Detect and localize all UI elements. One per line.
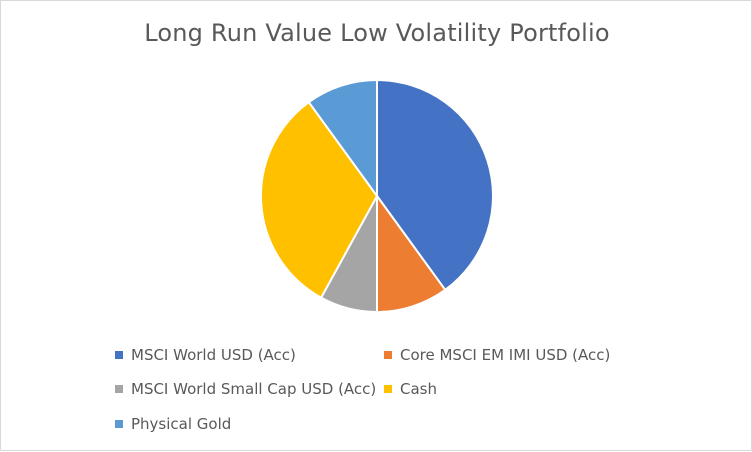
legend-label: Cash — [400, 380, 437, 398]
legend-item-core-msci-em: Core MSCI EM IMI USD (Acc) — [384, 346, 610, 364]
pie-slice-4 — [307, 79, 378, 197]
legend-label: MSCI World USD (Acc) — [131, 346, 296, 364]
legend-label: Core MSCI EM IMI USD (Acc) — [400, 346, 611, 364]
legend-item-msci-world: MSCI World USD (Acc) — [115, 346, 296, 364]
legend-label: Physical Gold — [131, 415, 232, 433]
pie-slice-0 — [376, 79, 494, 291]
legend-swatch — [115, 351, 123, 359]
legend-item-cash: Cash — [384, 380, 437, 398]
legend-swatch — [384, 351, 392, 359]
pie-slice-1 — [376, 195, 447, 313]
legend-item-physical-gold: Physical Gold — [115, 415, 231, 433]
chart-title: Long Run Value Low Volatility Portfolio — [144, 19, 610, 47]
legend-swatch — [384, 385, 392, 393]
legend-swatch — [115, 385, 123, 393]
legend-item-msci-world-small-cap: MSCI World Small Cap USD (Acc) — [115, 380, 376, 398]
pie-slice-3 — [260, 101, 378, 299]
legend-swatch — [115, 420, 123, 428]
legend-label: MSCI World Small Cap USD (Acc) — [131, 380, 377, 398]
